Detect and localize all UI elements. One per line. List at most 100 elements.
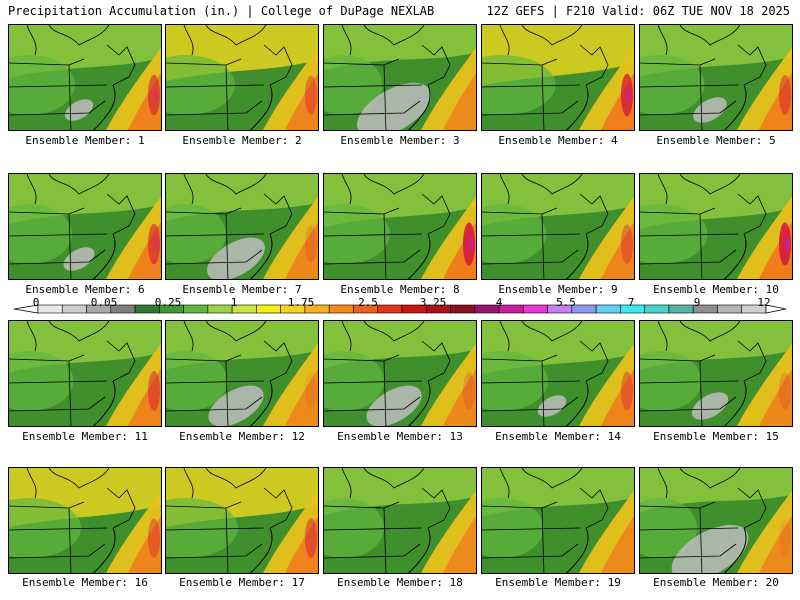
precip-extreme-core [468,236,474,252]
precip-west-area [482,351,548,411]
dry-region [63,247,95,271]
state-borders [324,321,451,426]
precip-map [640,321,792,426]
state-borders [166,321,293,426]
ensemble-map-panel [165,320,319,427]
precip-max-core [779,372,791,410]
colorbar-segment [498,304,524,314]
colorbar-tick-label: 4 [495,296,503,309]
precip-max-core [305,518,317,558]
precip-map [482,468,634,573]
coastal-heavy-band [600,369,634,426]
dry-region [671,524,749,573]
precip-west-area [640,55,705,115]
ensemble-member-caption: Ensemble Member: 8 [340,283,460,296]
coastline [249,380,273,426]
precip-west-area [166,498,238,558]
precip-map [166,174,318,279]
colorbar-tick-label: 3.25 [419,296,447,309]
ensemble-map-panel [8,467,162,574]
coastline [92,380,116,426]
ensemble-member-caption: Ensemble Member: 15 [653,430,779,443]
precip-max-core [148,223,160,265]
precip-map [166,468,318,573]
colorbar-tick-label: 2.5 [358,296,378,309]
ensemble-member-caption: Ensemble Member: 16 [22,576,148,589]
ensemble-member-caption: Ensemble Member: 7 [182,283,302,296]
ensemble-map-panel [639,320,793,427]
precip-map [482,174,634,279]
dry-region [366,385,422,426]
ensemble-member-caption: Ensemble Member: 2 [182,134,302,147]
colorbar-tick-label: 12 [757,296,771,309]
coastal-heavy-band [284,222,318,279]
ensemble-member-caption: Ensemble Member: 5 [656,134,776,147]
colorbar-segment [595,304,621,314]
precip-map [9,468,161,573]
ensemble-map-panel [165,467,319,574]
ensemble-member-caption: Ensemble Member: 4 [498,134,618,147]
ensemble-map-panel [481,24,635,131]
coastline [565,233,589,279]
coastal-heavy-band [600,222,634,279]
precip-map [640,174,792,279]
colorbar-segment [644,304,670,314]
state-borders [324,174,451,279]
ensemble-map-panel [639,24,793,131]
chart-title: Precipitation Accumulation (in.) | Colle… [8,4,435,18]
dry-region [64,99,94,121]
ensemble-map-panel [165,24,319,131]
dry-region [537,395,567,417]
ensemble-map-panel [165,173,319,280]
state-borders [9,25,136,130]
colorbar-right-arrow [765,304,787,314]
coastline [723,527,747,573]
ensemble-member-caption: Ensemble Member: 13 [337,430,463,443]
coastline [407,84,431,130]
ensemble-member-caption: Ensemble Member: 12 [179,430,305,443]
coastline [565,380,589,426]
coastline [249,527,273,573]
coastal-heavy-band [758,516,792,573]
coastline [407,233,431,279]
colorbar-segment [256,304,281,314]
precip-map [166,321,318,426]
ensemble-member-caption: Ensemble Member: 11 [22,430,148,443]
dry-region [207,237,265,279]
ensemble-map-panel [639,173,793,280]
state-borders [324,25,451,130]
state-borders [9,321,136,426]
coastline [407,527,431,573]
state-borders [640,468,767,573]
coastline [92,233,116,279]
precip-west-area [324,498,384,558]
precip-west-area [482,55,556,115]
coastline [723,380,747,426]
ensemble-map-panel [323,24,477,131]
ensemble-member-caption: Ensemble Member: 9 [498,283,618,296]
precip-map [9,174,161,279]
state-borders [166,468,293,573]
coastal-heavy-band [600,516,634,573]
ensemble-map-panel [8,320,162,427]
precip-west-area [9,351,74,411]
precip-map [9,321,161,426]
precip-west-area [482,498,544,558]
precip-map [482,321,634,426]
colorbar-tick-label: 5.5 [556,296,576,309]
precip-max-core [463,372,475,410]
state-borders [482,174,609,279]
colorbar-tick-label: 7 [627,296,635,309]
ensemble-map-panel [639,467,793,574]
coastal-heavy-band [442,369,476,426]
precip-west-area [9,204,72,264]
precip-west-area [324,351,384,411]
ensemble-map-panel [481,320,635,427]
precip-map [482,25,634,130]
coastal-heavy-band [442,516,476,573]
colorbar-tick-label: 0.05 [90,296,118,309]
precip-west-area [324,55,383,115]
state-borders [324,468,451,573]
precip-west-area [640,204,708,264]
state-borders [482,468,609,573]
